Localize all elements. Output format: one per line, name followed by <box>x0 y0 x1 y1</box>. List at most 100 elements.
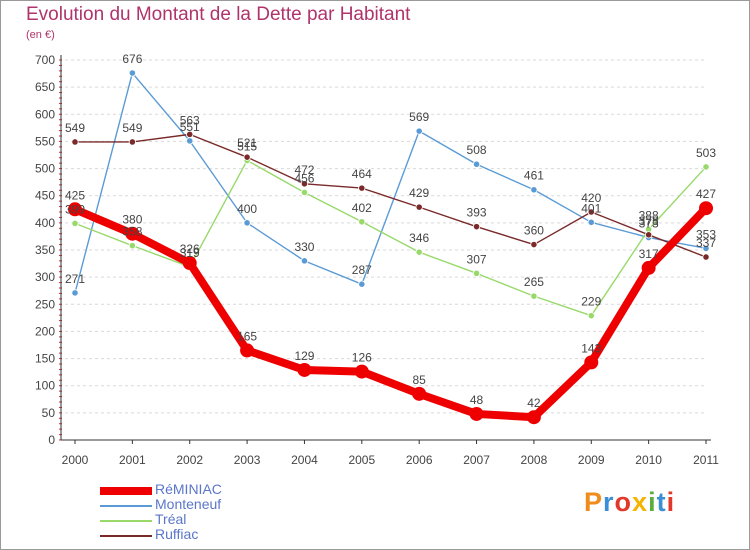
data-point <box>300 180 309 188</box>
data-label: 429 <box>409 186 429 200</box>
data-point <box>699 201 713 216</box>
data-point <box>702 244 710 252</box>
data-point <box>587 208 595 216</box>
x-tick-label: 2000 <box>62 453 89 467</box>
data-label: 399 <box>65 202 85 216</box>
data-point <box>530 186 538 194</box>
y-tick-label: 600 <box>35 107 55 121</box>
data-label: 551 <box>180 120 200 134</box>
data-point <box>243 219 251 227</box>
data-label: 549 <box>65 121 85 135</box>
data-label: 549 <box>122 121 142 135</box>
data-label: 42 <box>527 396 541 410</box>
data-label: 85 <box>413 373 427 387</box>
y-tick-label: 250 <box>35 297 55 311</box>
data-label: 427 <box>696 187 716 201</box>
data-point <box>300 188 309 197</box>
data-point <box>243 153 251 161</box>
data-label: 402 <box>352 201 372 215</box>
y-tick-label: 150 <box>35 352 55 366</box>
legend-swatch <box>100 535 152 537</box>
legend-swatch <box>100 520 152 522</box>
series-line <box>74 133 707 258</box>
data-label: 456 <box>294 171 314 185</box>
data-point <box>412 386 427 401</box>
y-tick-label: 700 <box>35 53 55 67</box>
chart-title: Evolution du Montant de la Dette par Hab… <box>26 4 411 25</box>
data-label: 360 <box>524 224 544 238</box>
y-tick-label: 450 <box>35 189 55 203</box>
data-point <box>641 260 656 275</box>
data-label: 464 <box>352 167 372 181</box>
x-tick-label: 2008 <box>521 453 548 467</box>
data-point <box>128 242 136 250</box>
data-label: 472 <box>294 163 314 177</box>
legend-label: Monteneuf <box>155 496 222 512</box>
data-point <box>125 226 140 241</box>
data-point <box>472 223 481 231</box>
data-label: 393 <box>467 206 487 220</box>
x-tick-label: 2003 <box>234 453 261 467</box>
series-line <box>74 72 707 294</box>
data-label: 271 <box>65 272 85 286</box>
data-label: 388 <box>639 208 659 222</box>
legend-swatch <box>100 487 152 495</box>
data-point <box>702 163 710 171</box>
data-label: 401 <box>581 201 601 215</box>
y-tick-label: 200 <box>35 324 55 338</box>
grid-lines <box>65 59 706 414</box>
data-label: 420 <box>581 191 601 205</box>
data-label: 378 <box>639 214 659 228</box>
logo-letter: i <box>666 487 676 517</box>
x-tick-label: 2009 <box>578 453 605 467</box>
data-label: 48 <box>470 393 484 407</box>
y-tick-label: 550 <box>35 134 55 148</box>
data-point <box>415 203 423 211</box>
data-point <box>297 362 312 377</box>
data-point <box>469 406 484 421</box>
data-point <box>71 289 79 297</box>
y-tick-label: 0 <box>48 433 55 447</box>
data-point <box>358 218 366 226</box>
series-line <box>71 204 710 422</box>
logo-letter: P <box>584 487 604 517</box>
data-label: 425 <box>65 188 85 202</box>
y-tick-label: 500 <box>35 162 55 176</box>
logo-letter: t <box>656 487 667 517</box>
proxiti-logo: Proxiti <box>584 487 675 518</box>
x-tick-label: 2011 <box>693 453 719 467</box>
logo-letter: r <box>603 487 615 517</box>
data-label: 330 <box>294 240 314 254</box>
data-point <box>702 253 710 261</box>
data-label: 676 <box>122 52 142 66</box>
x-tick-label: 2004 <box>291 453 318 467</box>
data-point <box>186 130 194 138</box>
data-label: 165 <box>237 329 257 343</box>
data-point <box>526 410 541 425</box>
data-point <box>472 160 481 168</box>
data-point <box>68 202 82 217</box>
data-label: 287 <box>352 263 372 277</box>
axes: 0 50 100 150 200 250 300 350 400 450 500 550 600 650 7… <box>35 53 719 467</box>
data-label: 229 <box>581 295 601 309</box>
data-label: 400 <box>237 202 257 216</box>
data-point <box>358 184 366 192</box>
data-label: 265 <box>524 275 544 289</box>
data-label: 461 <box>524 169 544 183</box>
data-label: 373 <box>639 217 659 231</box>
y-tick-label: 100 <box>35 379 55 393</box>
x-tick-label: 2006 <box>406 453 433 467</box>
data-label: 337 <box>696 236 716 250</box>
data-point <box>358 280 366 288</box>
series-lines <box>68 69 713 425</box>
data-point <box>240 343 255 358</box>
data-point <box>354 364 369 379</box>
data-label: 126 <box>352 351 372 365</box>
unit-label: (en €) <box>26 29 55 41</box>
data-label: 503 <box>696 146 716 160</box>
data-point <box>415 248 423 256</box>
y-tick-label: 350 <box>35 243 55 257</box>
data-point <box>530 292 538 300</box>
data-point <box>587 218 595 226</box>
data-point <box>128 69 136 77</box>
